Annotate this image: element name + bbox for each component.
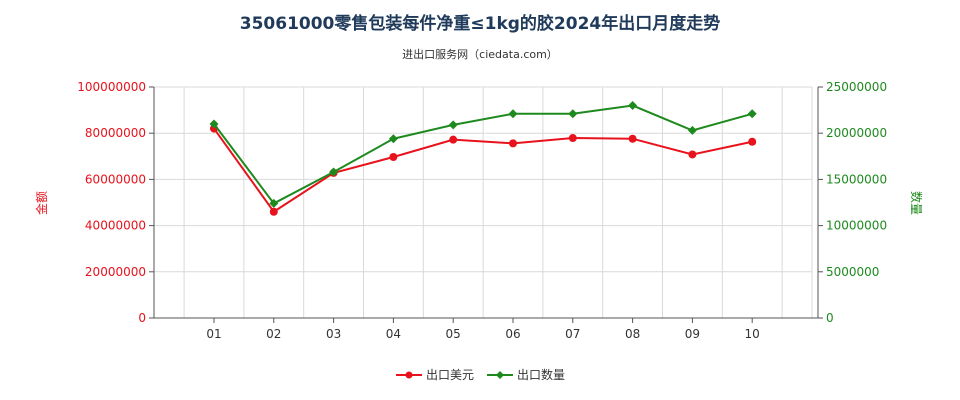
- right-tick-label: 0: [826, 311, 834, 325]
- legend-label: 出口数量: [517, 367, 565, 382]
- left-tick-label: 100000000: [77, 80, 146, 94]
- data-point-quantity: [329, 167, 339, 177]
- x-tick-label: 04: [386, 327, 401, 341]
- legend-marker: [405, 371, 413, 379]
- data-point-usd: [688, 150, 697, 159]
- chart-title: 35061000零售包装每件净重≤1kg的胶2024年出口月度走势: [239, 14, 721, 34]
- left-tick-label: 0: [138, 311, 146, 325]
- grid: [154, 86, 813, 319]
- data-point-quantity: [687, 125, 697, 135]
- left-tick-label: 80000000: [85, 126, 146, 140]
- data-point-quantity: [628, 100, 638, 110]
- chart-subtitle: 进出口服务网（ciedata.com）: [402, 48, 558, 61]
- right-tick-label: 15000000: [826, 172, 887, 186]
- legend-marker: [496, 371, 504, 379]
- data-point-usd: [449, 135, 458, 144]
- data-point-quantity: [388, 134, 398, 144]
- data-point-quantity: [508, 109, 518, 119]
- x-tick-label: 01: [206, 327, 221, 341]
- series: [209, 100, 757, 216]
- data-point-usd: [389, 152, 398, 161]
- x-tick-label: 05: [446, 327, 461, 341]
- x-tick-label: 06: [505, 327, 520, 341]
- data-point-quantity: [747, 109, 757, 119]
- x-tick-label: 03: [326, 327, 341, 341]
- x-tick-label: 10: [745, 327, 760, 341]
- x-tick-label: 08: [625, 327, 640, 341]
- x-tick-label: 07: [565, 327, 580, 341]
- series-line-2: [213, 104, 753, 205]
- data-point-usd: [269, 207, 278, 216]
- data-point-usd: [509, 139, 517, 148]
- data-point-usd: [748, 137, 757, 146]
- data-point-quantity: [209, 119, 219, 129]
- data-point-usd: [568, 134, 577, 143]
- right-tick-label: 10000000: [826, 219, 887, 233]
- data-point-quantity: [568, 109, 578, 119]
- left-tick-label: 40000000: [85, 219, 146, 233]
- right-axis-title: 数量: [909, 191, 924, 215]
- data-point-quantity: [448, 120, 458, 130]
- x-tick-label: 09: [685, 327, 700, 341]
- data-point-usd: [628, 134, 637, 143]
- left-tick-label: 20000000: [85, 265, 146, 279]
- data-point-quantity: [269, 198, 279, 208]
- axes: 0 20000000 40000000 60000000 80000000 1000000…: [34, 80, 924, 341]
- right-tick-label: 20000000: [826, 126, 887, 140]
- x-tick-label: 02: [266, 327, 281, 341]
- legend: 出口美元 出口数量: [396, 367, 565, 382]
- legend-label: 出口美元: [426, 368, 474, 382]
- right-tick-label: 25000000: [826, 80, 887, 94]
- left-axis-title: 金额: [34, 191, 49, 215]
- right-tick-label: 5000000: [826, 265, 879, 279]
- series-line-1: [213, 127, 753, 214]
- left-tick-label: 60000000: [85, 172, 146, 186]
